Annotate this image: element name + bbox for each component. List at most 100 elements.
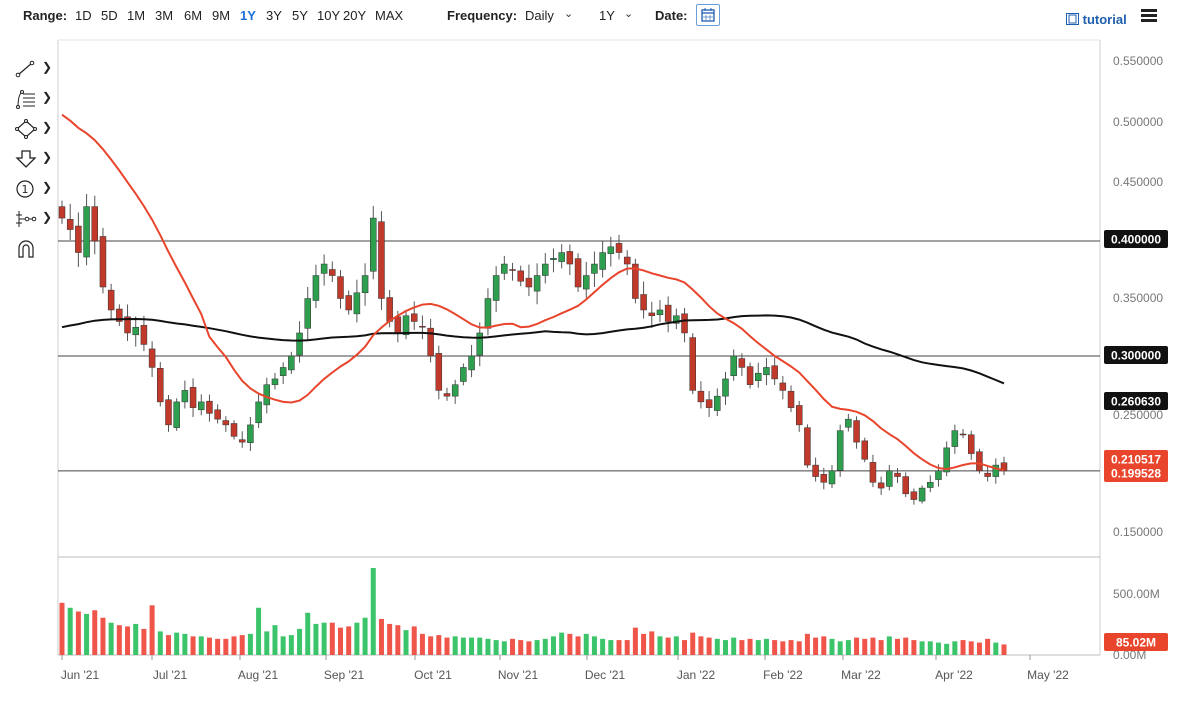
volume-bar <box>149 605 155 655</box>
volume-bar <box>895 638 901 655</box>
calendar-button[interactable] <box>696 4 720 26</box>
volume-bar <box>534 640 540 655</box>
candle-body <box>107 289 115 311</box>
candle-body <box>419 325 426 328</box>
candle-body <box>451 384 459 397</box>
annotation-icon: 1 <box>16 180 34 198</box>
volume-bar <box>870 637 876 655</box>
candle-body <box>165 399 172 426</box>
range-button-1y[interactable]: 1Y <box>240 8 256 23</box>
candle-body <box>804 427 811 466</box>
candle-body <box>656 309 664 316</box>
volume-bar <box>297 628 303 655</box>
tool-measure[interactable]: ❯ <box>10 205 54 235</box>
candle-body <box>345 295 352 311</box>
range-button-5d[interactable]: 5D <box>101 8 118 23</box>
volume-bar <box>657 636 663 655</box>
volume-bar <box>460 637 466 655</box>
candle-body <box>1000 462 1008 472</box>
volume-bar <box>755 640 761 655</box>
candle-body <box>533 275 541 292</box>
volume-bar <box>419 633 425 655</box>
candle-body <box>288 355 295 371</box>
tool-shapes[interactable]: ❯ <box>10 115 54 145</box>
x-tick-label: Mar '22 <box>841 668 881 682</box>
candle-body <box>247 424 254 444</box>
x-tick-label: Jan '22 <box>677 668 716 682</box>
tutorial-link[interactable]: tutorial <box>1066 12 1127 27</box>
volume-bar <box>370 568 376 655</box>
range-button-3y[interactable]: 3Y <box>266 8 282 23</box>
range-button-5y[interactable]: 5Y <box>292 8 308 23</box>
volume-bar <box>387 623 393 655</box>
range-button-1m[interactable]: 1M <box>127 8 146 23</box>
volume-bar <box>944 643 950 655</box>
volume-bar <box>903 637 909 655</box>
hamburger-menu-icon[interactable] <box>1141 9 1157 23</box>
volume-tick-label: 500.00M <box>1113 587 1160 601</box>
candle-body <box>828 470 836 485</box>
range-button-20y[interactable]: 20Y <box>343 8 367 23</box>
tool-trend-line[interactable]: ❯ <box>10 55 54 85</box>
candle-body <box>198 401 205 411</box>
tool-arrow[interactable]: ❯ <box>10 145 54 175</box>
candle-body <box>484 298 492 329</box>
candle-body <box>255 401 262 424</box>
frequency-label: Frequency: <box>447 8 518 23</box>
ma50-path <box>61 113 1005 472</box>
volume-bars <box>59 568 1007 655</box>
volume-bar <box>313 623 319 655</box>
tool-magnet[interactable] <box>10 235 54 265</box>
x-tick-label: Aug '21 <box>238 668 279 682</box>
candle-body <box>943 447 950 473</box>
frequency-select[interactable]: Daily <box>525 8 554 23</box>
x-tick-label: Feb '22 <box>763 668 803 682</box>
volume-bar <box>837 641 843 655</box>
candle-body <box>705 399 713 408</box>
range-button-1d[interactable]: 1D <box>75 8 92 23</box>
volume-bar <box>927 641 933 655</box>
candle-body <box>206 400 213 414</box>
period-chevron-down-icon[interactable]: ⌄ <box>624 8 634 20</box>
candle-body <box>967 434 975 454</box>
tool-fibonacci[interactable]: ❯ <box>10 85 54 115</box>
frequency-chevron-down-icon[interactable]: ⌄ <box>564 8 574 20</box>
candle-body <box>222 420 230 426</box>
candle-body <box>738 358 746 368</box>
arrow-down-icon <box>15 150 37 168</box>
candle-body <box>435 353 443 391</box>
candle-body <box>337 276 344 299</box>
volume-bar <box>682 640 688 655</box>
volume-bar <box>763 638 769 655</box>
ma200-value-label-bg <box>1104 392 1168 410</box>
range-button-max[interactable]: MAX <box>375 8 404 23</box>
range-button-9m[interactable]: 9M <box>212 8 231 23</box>
volume-bar <box>780 641 786 655</box>
candle-body <box>329 269 336 276</box>
candle-body <box>976 451 983 472</box>
range-button-10y[interactable]: 10Y <box>317 8 341 23</box>
candle-body <box>714 395 721 411</box>
film-icon <box>1066 13 1079 25</box>
candlesticks <box>58 194 1008 505</box>
period-select[interactable]: 1Y <box>599 8 615 23</box>
range-button-6m[interactable]: 6M <box>184 8 203 23</box>
volume-bar <box>600 638 606 655</box>
level-label-0-bg <box>1104 230 1168 248</box>
volume-bar <box>591 636 597 655</box>
tutorial-label: tutorial <box>1082 12 1127 27</box>
range-button-3m[interactable]: 3M <box>155 8 174 23</box>
volume-bar <box>510 638 516 655</box>
candle-body <box>501 263 508 274</box>
volume-bar <box>722 640 728 655</box>
tool-annotation[interactable]: 1 ❯ <box>10 175 54 205</box>
range-label: Range: <box>23 8 68 23</box>
candle-body <box>173 401 180 428</box>
volume-bar <box>436 635 442 655</box>
volume-bar <box>239 635 245 655</box>
volume-bar <box>428 636 434 655</box>
date-label: Date: <box>655 8 688 23</box>
candle-body <box>812 464 819 477</box>
volume-bar <box>886 636 892 655</box>
